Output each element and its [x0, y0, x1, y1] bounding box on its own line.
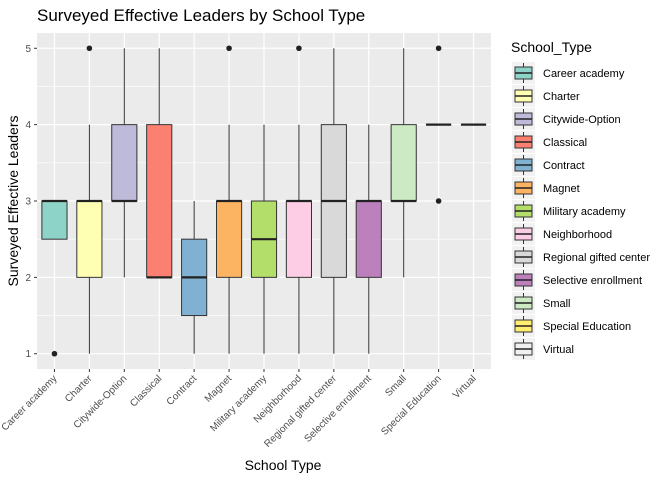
legend-label: Magnet — [543, 183, 580, 195]
outlier-point — [435, 198, 442, 204]
legend-label: Selective enrollment — [543, 275, 642, 287]
outlier-point — [86, 45, 93, 52]
outlier-point — [435, 45, 442, 52]
box-7 — [285, 200, 312, 278]
outlier-point — [51, 350, 58, 357]
y-tick-label: 3 — [25, 197, 31, 208]
legend-label: Regional gifted center — [543, 252, 650, 264]
chart-title: Surveyed Effective Leaders by School Typ… — [37, 6, 365, 25]
y-tick-label: 1 — [25, 349, 31, 360]
box-2 — [111, 124, 138, 202]
legend-title: School_Type — [511, 39, 592, 55]
outlier-point — [226, 45, 232, 52]
box-0 — [41, 200, 68, 240]
y-axis-label: Surveyed Effective Leaders — [5, 116, 21, 287]
outlier-point — [296, 45, 302, 52]
legend-label: Citywide-Option — [543, 114, 621, 126]
legend-label: Charter — [543, 91, 580, 103]
legend-label: Neighborhood — [543, 229, 612, 241]
y-tick-label: 2 — [25, 273, 31, 284]
legend-label: Contract — [543, 160, 585, 172]
legend-label: Virtual — [543, 344, 574, 356]
x-axis-label: School Type — [245, 457, 322, 473]
legend-label: Career academy — [543, 68, 625, 80]
legend-label: Military academy — [543, 206, 626, 218]
box-3 — [146, 124, 173, 278]
y-tick-label: 4 — [25, 120, 31, 131]
box-10 — [390, 124, 417, 202]
box-9 — [355, 200, 382, 278]
y-axis: 1 2 3 4 5 — [25, 44, 37, 360]
box-layer — [41, 45, 487, 357]
y-tick-label: 5 — [25, 44, 31, 55]
legend-label: Classical — [543, 137, 587, 149]
legend: Career academy Charter Citywide-Option Clas… — [512, 62, 650, 360]
box-5 — [216, 200, 243, 278]
legend-label: Small — [543, 298, 571, 310]
legend-label: Special Education — [543, 321, 631, 333]
box-1 — [76, 200, 103, 278]
